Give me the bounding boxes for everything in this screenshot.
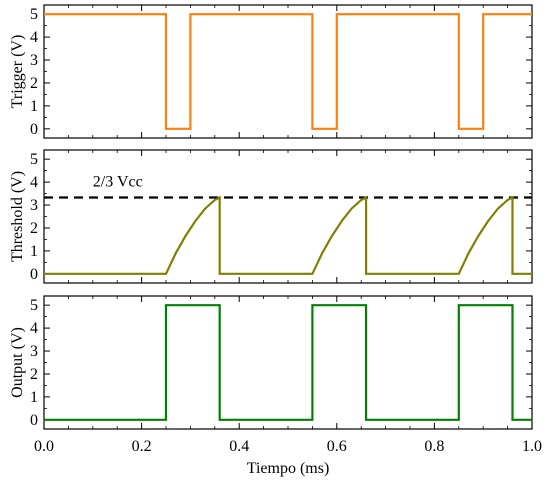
y-tick-label-threshold: 2: [30, 220, 38, 237]
y-tick-label-trigger: 3: [30, 52, 38, 69]
y-tick-label-output: 1: [30, 389, 38, 406]
y-tick-label-threshold: 5: [30, 151, 38, 168]
y-tick-label-trigger: 4: [30, 29, 38, 46]
x-tick-label: 0.8: [424, 438, 444, 455]
y-tick-label-threshold: 3: [30, 197, 38, 214]
y-tick-label-threshold: 0: [30, 266, 38, 283]
y-tick-label-output: 0: [30, 412, 38, 429]
x-tick-label: 0.0: [34, 438, 54, 455]
y-tick-label-trigger: 2: [30, 75, 38, 92]
y-tick-label-threshold: 4: [30, 174, 38, 191]
series-line-output: [44, 304, 532, 421]
x-tick-label: 0.6: [327, 438, 347, 455]
y-tick-label-output: 3: [30, 343, 38, 360]
x-axis-title: Tiempo (ms): [247, 460, 330, 477]
series-line-threshold: [44, 195, 532, 275]
y-tick-label-threshold: 1: [30, 243, 38, 260]
y-tick-label-trigger: 0: [30, 121, 38, 138]
y-axis-title-trigger: Trigger (V): [9, 35, 26, 109]
reference-line-label: 2/3 Vcc: [93, 173, 143, 190]
series-line-trigger: [44, 13, 532, 130]
y-tick-label-trigger: 1: [30, 98, 38, 115]
y-axis-title-output: Output (V): [9, 327, 26, 398]
y-tick-label-trigger: 5: [30, 6, 38, 23]
y-tick-label-output: 5: [30, 297, 38, 314]
y-axis-title-threshold: Threshold (V): [9, 171, 26, 262]
y-tick-label-output: 2: [30, 366, 38, 383]
x-tick-label: 0.4: [229, 438, 249, 455]
panel-frame-threshold: [43, 149, 533, 284]
x-tick-label: 1.0: [522, 438, 542, 455]
x-tick-label: 0.2: [132, 438, 152, 455]
y-tick-label-output: 4: [30, 320, 38, 337]
